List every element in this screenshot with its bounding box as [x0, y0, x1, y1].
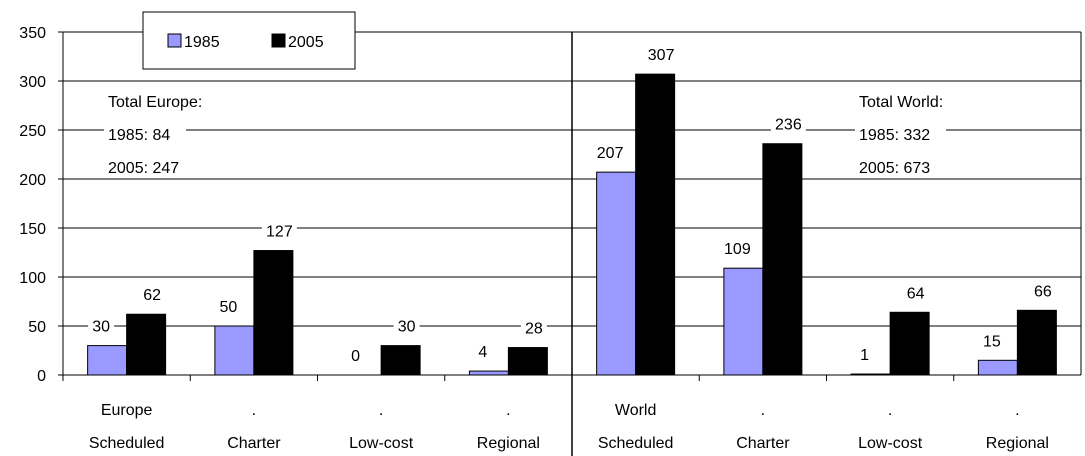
y-tick-label: 300 — [19, 74, 46, 91]
legend-label-1985: 1985 — [184, 34, 220, 51]
x-category-label-line2: Low-cost — [349, 435, 414, 452]
data-label-bg — [88, 316, 115, 336]
x-category-label-line1: . — [379, 402, 383, 419]
bar-1985 — [214, 325, 255, 376]
total-europe-annotation: 2005: 247 — [108, 160, 179, 177]
x-category-label-line1: . — [888, 402, 892, 419]
data-label: 0 — [351, 348, 360, 365]
x-category-labels: Europe Scheduled. Charter. Low-cost. Regiona… — [89, 402, 1049, 452]
data-label: 15 — [983, 333, 1001, 350]
y-tick-label: 0 — [37, 368, 46, 385]
data-label-bg — [474, 342, 492, 362]
bar-1985 — [87, 345, 128, 376]
data-label-bg — [261, 221, 297, 241]
data-label-bg — [139, 285, 166, 305]
legend-label-2005: 2005 — [288, 34, 324, 51]
data-label: 50 — [219, 299, 237, 316]
data-label-bg — [393, 316, 420, 336]
legend: 1985 2005 — [142, 11, 356, 70]
bar-2005 — [507, 347, 548, 376]
data-label-bg — [978, 331, 1005, 351]
x-category-label-line2: Low-cost — [858, 435, 923, 452]
total-europe-annotation: 1985: 84 — [108, 127, 170, 144]
total-world-bg — [855, 90, 973, 112]
data-label-bg — [902, 283, 929, 303]
data-label: 30 — [92, 319, 110, 336]
x-category-label-line2: Scheduled — [89, 435, 165, 452]
legend-swatch-2005 — [271, 33, 286, 48]
data-label: 1 — [860, 347, 869, 364]
data-label-bg — [592, 143, 628, 163]
x-category-label-line1: . — [252, 402, 256, 419]
data-label-bg — [347, 346, 365, 365]
total-world-annotation: 2005: 673 — [859, 160, 930, 177]
bar-1985 — [468, 370, 509, 376]
total-annotations: Total Europe: 1985: 84 2005: 247 Total Worl… — [104, 90, 973, 178]
data-label: 28 — [525, 321, 543, 338]
y-tick-labels: 0 50 100 150 200 250 300 350 — [19, 25, 46, 385]
total-world-annotation: 1985: 332 — [859, 127, 930, 144]
y-tick-label: 200 — [19, 172, 46, 189]
bar-2005 — [126, 313, 167, 376]
data-label-bg — [1029, 281, 1056, 301]
y-tick-label: 100 — [19, 270, 46, 287]
bars — [87, 73, 1057, 376]
bar-2005 — [380, 345, 421, 376]
data-label: 109 — [724, 241, 751, 258]
bar-1985 — [723, 267, 764, 376]
bar-2005 — [889, 311, 930, 376]
total-europe-annotation: Total Europe: — [108, 94, 202, 111]
total-europe-bg — [104, 90, 231, 112]
bar-2005 — [635, 73, 676, 376]
data-label: 66 — [1034, 283, 1052, 300]
data-label-bg — [643, 45, 679, 65]
total-world-bg — [855, 123, 946, 145]
data-label-bg — [770, 114, 806, 134]
x-category-label-line1: . — [761, 402, 765, 419]
legend-swatch-1985 — [167, 33, 182, 48]
x-category-label-line1: Europe — [101, 402, 153, 419]
bar-1985 — [596, 171, 637, 376]
bar-2005 — [1016, 309, 1057, 376]
data-labels: 30 62 50 127 0 30 4 28 207 307 109 236 1 64 15 66 — [88, 45, 1056, 365]
x-category-label-line2: Charter — [227, 435, 281, 452]
data-label: 62 — [143, 287, 161, 304]
x-category-label-line1: World — [615, 402, 657, 419]
total-world-annotation: Total World: — [859, 94, 943, 111]
data-label: 127 — [266, 224, 293, 241]
x-category-label-line1: . — [1015, 402, 1019, 419]
y-tick-label: 50 — [28, 319, 46, 336]
data-label: 307 — [648, 47, 675, 64]
x-category-label-line2: Scheduled — [598, 435, 674, 452]
total-europe-bg — [104, 123, 186, 145]
data-label-bg — [856, 345, 874, 365]
bar-2005 — [762, 143, 803, 376]
bar-2005 — [253, 250, 294, 376]
data-label: 30 — [398, 319, 416, 336]
data-label: 207 — [597, 145, 624, 162]
data-label-bg — [719, 239, 755, 259]
x-category-label-line2: Regional — [986, 435, 1049, 452]
x-category-label-line2: Regional — [477, 435, 540, 452]
total-world-bg — [855, 156, 946, 178]
x-category-label-line2: Charter — [736, 435, 790, 452]
y-tick-label: 150 — [19, 221, 46, 238]
x-category-label-line1: . — [506, 402, 510, 419]
data-label: 64 — [907, 285, 925, 302]
data-label: 236 — [775, 117, 802, 134]
data-label: 4 — [478, 344, 487, 361]
data-label-bg — [215, 297, 242, 316]
y-tick-label: 250 — [19, 123, 46, 140]
y-tick-label: 350 — [19, 25, 46, 42]
data-label-bg — [520, 318, 547, 338]
bar-1985 — [977, 359, 1018, 376]
total-europe-bg — [104, 156, 195, 178]
